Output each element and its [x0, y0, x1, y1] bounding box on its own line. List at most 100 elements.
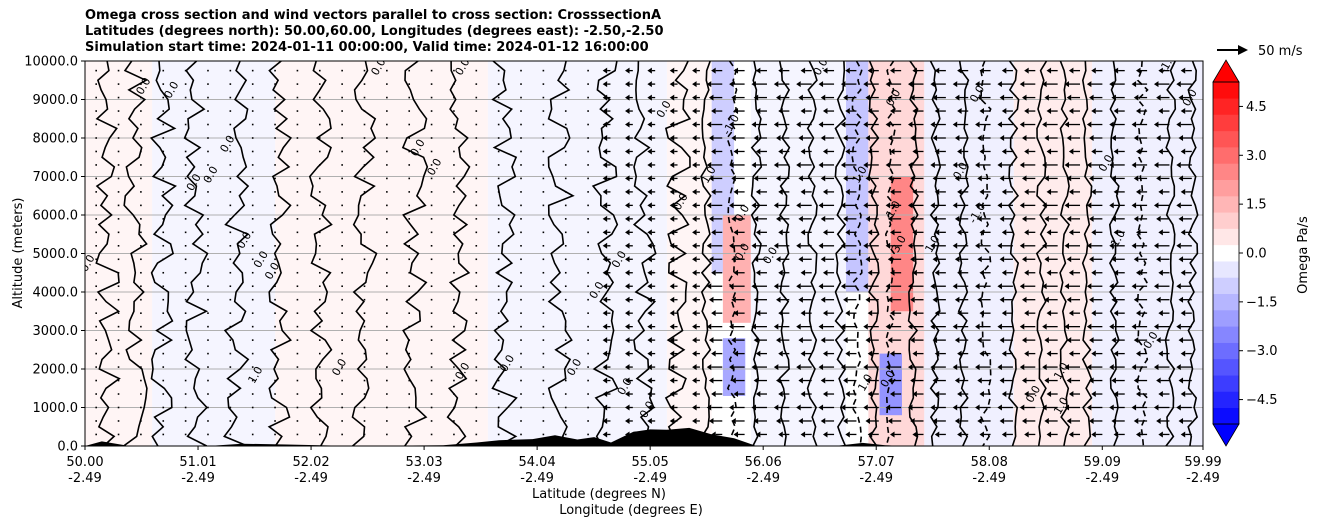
- wind-vector-head-1311: [1111, 135, 1116, 141]
- wind-vector-554: [520, 137, 522, 139]
- wind-vector-552: [520, 164, 522, 166]
- wind-vector-head-710: [647, 310, 652, 317]
- wind-vector-head-999: [867, 188, 873, 195]
- wind-vector-312: [341, 379, 343, 382]
- wind-vector-484: [475, 325, 478, 328]
- wind-vector-head-967: [840, 242, 846, 249]
- wind-vector-head-1197: [1019, 161, 1025, 168]
- contour-line-30: [1059, 61, 1071, 446]
- wind-vector-633: [587, 204, 589, 207]
- wind-vector-408: [408, 218, 411, 220]
- wind-vector-head-1284: [1086, 121, 1092, 128]
- wind-vector-head-1169: [997, 161, 1002, 168]
- wind-vector-260: [296, 325, 299, 328]
- wind-vector-435: [430, 231, 433, 234]
- wind-vector-8: [95, 325, 97, 328]
- wind-vector-head-788: [711, 391, 716, 398]
- wind-vector-head-765: [692, 323, 697, 330]
- wind-vector-head-881: [778, 269, 783, 276]
- wind-vector-head-709: [647, 323, 652, 330]
- wind-vector-head-952: [822, 67, 828, 74]
- wind-vector-head-1326: [1136, 310, 1141, 317]
- wind-vector-head-1365: [1153, 161, 1159, 168]
- wind-vector-521: [497, 204, 500, 207]
- wind-vector-109: [162, 96, 165, 99]
- wind-vector-head-965: [845, 269, 850, 276]
- wind-vector-head-1079: [930, 242, 935, 249]
- wind-vector-282: [318, 406, 321, 409]
- wind-vector-head-1094: [954, 417, 960, 424]
- wind-vector-head-727: [647, 81, 652, 88]
- wind-vector-559: [520, 69, 522, 72]
- wind-vector-head-863: [753, 135, 759, 141]
- wind-vector-341: [363, 366, 366, 368]
- wind-vector-head-1390: [1176, 202, 1181, 209]
- wind-vector-395: [408, 393, 411, 395]
- wind-vector-464: [453, 218, 455, 220]
- wind-vector-head-1336: [1133, 175, 1139, 182]
- wind-vector-279: [296, 69, 299, 72]
- wind-vector-370: [386, 352, 388, 355]
- wind-vector-head-694: [625, 148, 630, 155]
- wind-vector-head-1074: [934, 310, 940, 317]
- wind-vector-590: [564, 406, 567, 409]
- wind-vector-head-1110: [952, 202, 958, 209]
- wind-vector-386: [386, 137, 388, 139]
- wind-vector-500: [475, 110, 478, 112]
- wind-vector-head-1244: [1064, 283, 1070, 290]
- wind-vector-553: [520, 150, 522, 153]
- wind-vector-head-1193: [1022, 215, 1027, 222]
- wind-vector-head-821: [729, 323, 734, 330]
- wind-vector-579: [542, 177, 545, 180]
- wind-vector-head-831: [733, 188, 739, 195]
- wind-vector-259: [296, 339, 299, 341]
- wind-vector-591: [564, 393, 567, 395]
- wind-vector-head-660: [602, 229, 608, 236]
- colorbar-band-20: [1213, 82, 1239, 99]
- wind-vector-308: [341, 433, 343, 436]
- wind-vector-255: [296, 393, 299, 395]
- wind-vector-head-1312: [1109, 121, 1114, 128]
- wind-vector-362: [363, 83, 366, 85]
- wind-vector-16: [95, 218, 97, 220]
- wind-vector-head-1007: [863, 81, 868, 88]
- x-tick-label-lon-5: -2.49: [633, 471, 667, 486]
- wind-vector-head-1384: [1176, 283, 1181, 290]
- wind-vector-225: [274, 420, 276, 422]
- wind-vector-316: [341, 325, 343, 328]
- wind-vector-head-1173: [1001, 108, 1007, 115]
- wind-vector-head-870: [776, 417, 781, 424]
- wind-vector-head-770: [692, 256, 697, 263]
- wind-vector-608: [564, 164, 567, 166]
- wind-vector-head-1127: [979, 350, 984, 357]
- wind-vector-head-687: [625, 242, 630, 249]
- wind-vector-head-735: [669, 350, 675, 357]
- wind-vector-17: [95, 204, 97, 207]
- wind-vector-head-1000: [865, 175, 870, 182]
- wind-vector-head-820: [731, 337, 736, 344]
- wind-vector-392: [408, 433, 411, 436]
- wind-vector-head-698: [625, 94, 630, 101]
- wind-vector-head-1289: [1113, 431, 1119, 438]
- wind-vector-head-847: [755, 350, 761, 357]
- wind-vector-104: [162, 164, 165, 166]
- contour-line-31: [1081, 61, 1093, 446]
- wind-vector-head-1239: [1068, 350, 1074, 357]
- y-tick-label-2: 8000.0: [33, 132, 79, 147]
- wind-vector-154: [207, 245, 209, 247]
- wind-vector-head-1223: [1046, 188, 1052, 195]
- wind-vector-471: [453, 123, 455, 126]
- wind-vector-520: [497, 218, 500, 220]
- contour-line-5: [267, 61, 293, 446]
- wind-vector-head-957: [843, 377, 848, 384]
- wind-vector-head-1298: [1113, 310, 1119, 317]
- wind-vector-286: [318, 352, 321, 355]
- wind-vector-398: [408, 352, 411, 355]
- wind-vector-head-655: [602, 296, 608, 303]
- wind-vector-head-1196: [1022, 175, 1027, 182]
- wind-vector-head-719: [647, 188, 652, 195]
- colorbar-tick-label-1: 3.0: [1246, 149, 1267, 164]
- wind-vector-15: [95, 231, 97, 234]
- colorbar-band-16: [1213, 147, 1239, 164]
- wind-vector-head-713: [647, 269, 652, 276]
